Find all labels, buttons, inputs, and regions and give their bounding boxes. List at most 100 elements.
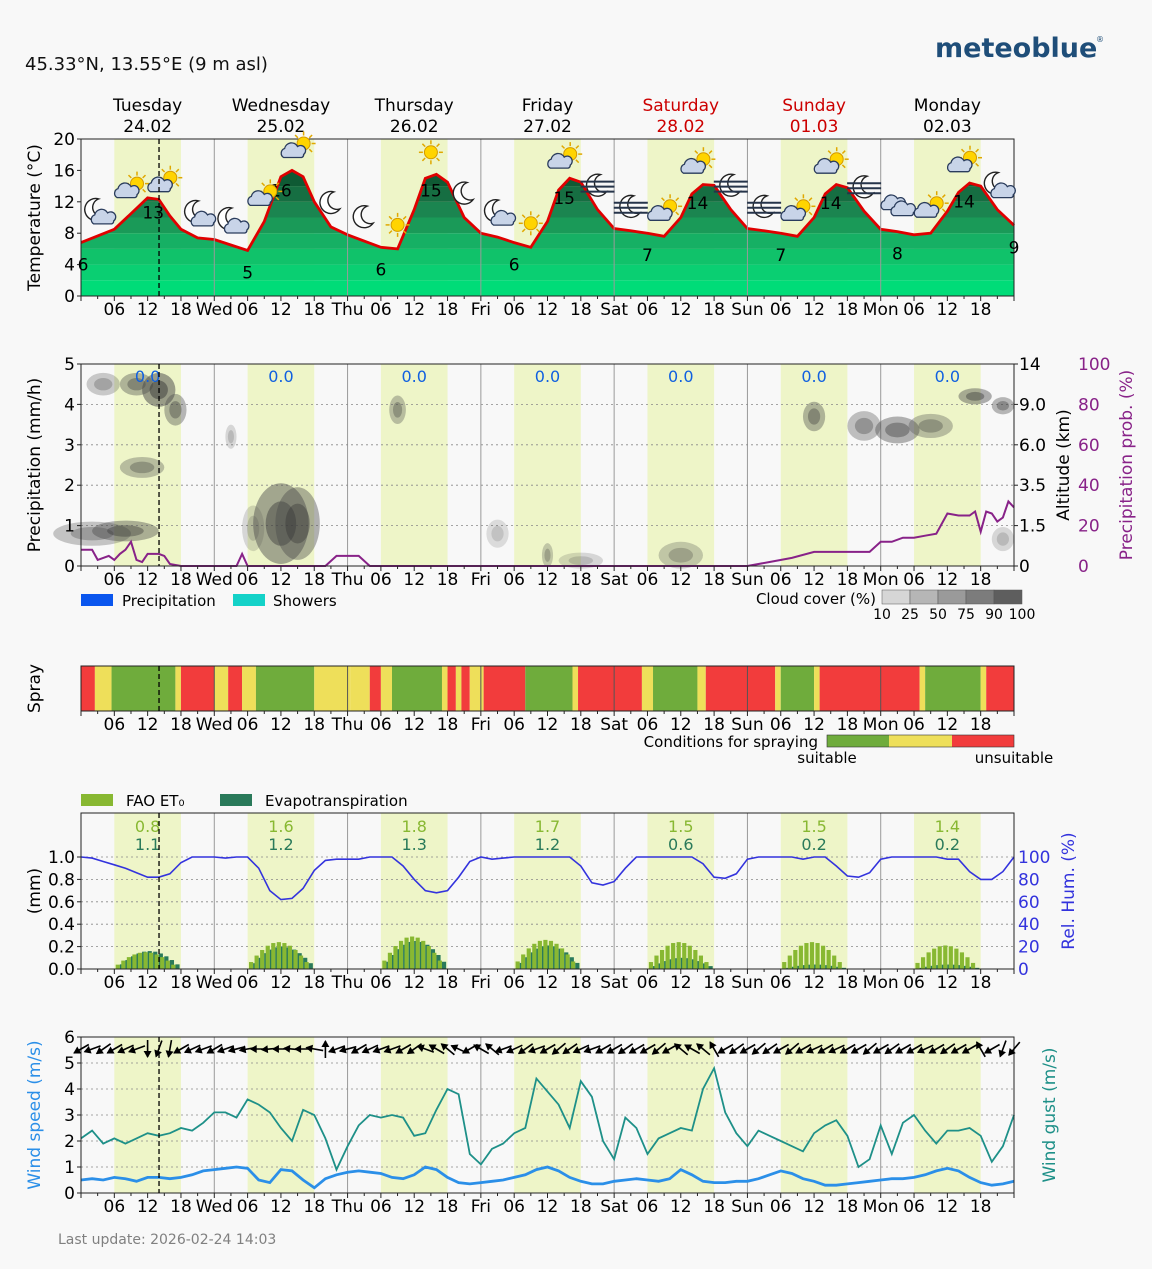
y-tick-label: 0.6 bbox=[48, 893, 75, 913]
cloud-cover-core bbox=[227, 430, 235, 444]
x-day-label: Sun bbox=[731, 715, 763, 735]
x-day-label: Sun bbox=[731, 973, 763, 993]
wind-direction-arrow bbox=[206, 1043, 223, 1054]
cloud-cover-blob bbox=[875, 416, 920, 444]
wind-direction-arrow bbox=[805, 1044, 823, 1054]
arrow-head bbox=[795, 1046, 804, 1054]
y-tick-label: 6 bbox=[64, 1028, 75, 1048]
x-hour-label: 06 bbox=[503, 1197, 525, 1217]
et0-bar bbox=[287, 945, 293, 969]
et0-bar bbox=[654, 955, 659, 969]
temp-band bbox=[81, 264, 1014, 281]
et0-bar bbox=[698, 955, 703, 969]
et0-bar bbox=[415, 937, 420, 969]
cloud-legend-level: 10 bbox=[873, 607, 891, 623]
wind-direction-arrow bbox=[673, 1043, 689, 1056]
wind-direction-arrow bbox=[850, 1043, 867, 1054]
y-tick-label: 0 bbox=[64, 287, 75, 307]
et0-bar bbox=[815, 943, 820, 969]
x-hour-label: 12 bbox=[270, 973, 292, 993]
wind-direction-arrow bbox=[321, 1040, 330, 1058]
x-hour-label: 18 bbox=[703, 570, 725, 590]
wind-gust-line bbox=[80, 1065, 1015, 1172]
arrow-head bbox=[828, 1046, 837, 1054]
temperature-line bbox=[80, 168, 1015, 253]
arrow-head bbox=[709, 1041, 717, 1050]
wind-direction-arrow bbox=[583, 1045, 601, 1054]
x-hour-label: 06 bbox=[770, 715, 792, 735]
wind-direction-arrow bbox=[595, 1043, 612, 1054]
daylight-band bbox=[380, 364, 448, 566]
legend-swatch-evapotranspiration bbox=[220, 794, 252, 806]
et0-bar bbox=[787, 955, 792, 969]
x-hour-label: 12 bbox=[670, 300, 692, 320]
moon-fog-icon bbox=[613, 194, 648, 219]
arrow-head bbox=[406, 1046, 415, 1055]
cloud-cover-blob bbox=[486, 519, 509, 548]
wind-direction-arrow bbox=[751, 1042, 766, 1055]
et0-bar bbox=[398, 940, 404, 969]
arrow-head bbox=[628, 1046, 637, 1054]
x-day-label: Wed bbox=[196, 973, 233, 993]
arrow-head bbox=[183, 1046, 192, 1054]
rh-axis-title: Rel. Hum. (%) bbox=[1059, 832, 1079, 949]
daily-et0-sum: 0.8 bbox=[135, 817, 160, 836]
wind-direction-arrow bbox=[194, 1045, 212, 1054]
x-day-label: Mon bbox=[863, 973, 899, 993]
brand-registered-mark: ® bbox=[1096, 35, 1104, 44]
arrow-head bbox=[773, 1046, 782, 1054]
y-tick-label: 2 bbox=[64, 1132, 75, 1152]
et0-bar bbox=[121, 960, 126, 969]
x-day-label: Mon bbox=[863, 570, 899, 590]
x-hour-label: 12 bbox=[803, 715, 825, 735]
x-hour-label: 06 bbox=[104, 1197, 126, 1217]
x-hour-label: 06 bbox=[370, 973, 392, 993]
x-day-label: Sat bbox=[600, 300, 628, 320]
et0-bar bbox=[826, 949, 831, 969]
wind-direction-arrow bbox=[227, 1045, 246, 1054]
y-tick-label: 4 bbox=[64, 395, 75, 415]
y-tick-label: 0.0 bbox=[48, 960, 75, 980]
wind-direction-arrow bbox=[395, 1043, 412, 1054]
wind-direction-arrow bbox=[428, 1044, 445, 1055]
cloud-cover-blob bbox=[53, 521, 131, 546]
arrow-head bbox=[383, 1045, 392, 1054]
x-hour-label: 12 bbox=[537, 715, 559, 735]
et0-bar bbox=[271, 943, 276, 969]
spray-segment bbox=[705, 666, 776, 711]
cloud-cover-core bbox=[169, 401, 182, 419]
cloud-cover-blob bbox=[86, 372, 120, 396]
spray-legend-title: Conditions for spraying bbox=[644, 733, 818, 751]
cloud-cover-blob bbox=[908, 413, 953, 439]
arrow-head bbox=[872, 1046, 881, 1054]
arrow-head bbox=[839, 1046, 848, 1054]
arrow-head bbox=[617, 1046, 626, 1055]
arrow-head bbox=[696, 1043, 705, 1051]
cloud-cover-core bbox=[885, 422, 910, 438]
spray-segment bbox=[814, 666, 820, 711]
spray-segment bbox=[525, 666, 573, 711]
x-hour-label: 12 bbox=[670, 570, 692, 590]
cloud-cover-core bbox=[94, 378, 113, 391]
wind-direction-arrow bbox=[506, 1044, 523, 1054]
x-hour-label: 06 bbox=[903, 1197, 925, 1217]
x-hour-label: 18 bbox=[303, 715, 325, 735]
wind-direction-arrow bbox=[773, 1043, 789, 1054]
x-day-label: Mon bbox=[863, 300, 899, 320]
x-hour-label: 18 bbox=[970, 715, 992, 735]
daylight-band bbox=[114, 813, 181, 969]
wind-direction-arrow bbox=[485, 1043, 500, 1056]
wind-direction-arrow bbox=[928, 1043, 945, 1054]
arrow-head bbox=[551, 1047, 560, 1055]
et0-bar bbox=[965, 957, 970, 969]
et0-bar bbox=[648, 962, 654, 969]
y-axis-title: Wind speed (m/s) bbox=[25, 1040, 45, 1189]
evapotranspiration-bar bbox=[441, 961, 447, 969]
y-axis-title: Spray bbox=[25, 664, 45, 713]
wind-direction-arrow bbox=[95, 1043, 112, 1055]
cloud-cover-core bbox=[854, 417, 874, 435]
cloud-legend-swatch bbox=[881, 589, 911, 605]
arrow-head bbox=[762, 1046, 771, 1055]
wind-direction-arrow bbox=[839, 1043, 856, 1054]
x-day-label: Thu bbox=[331, 300, 364, 320]
